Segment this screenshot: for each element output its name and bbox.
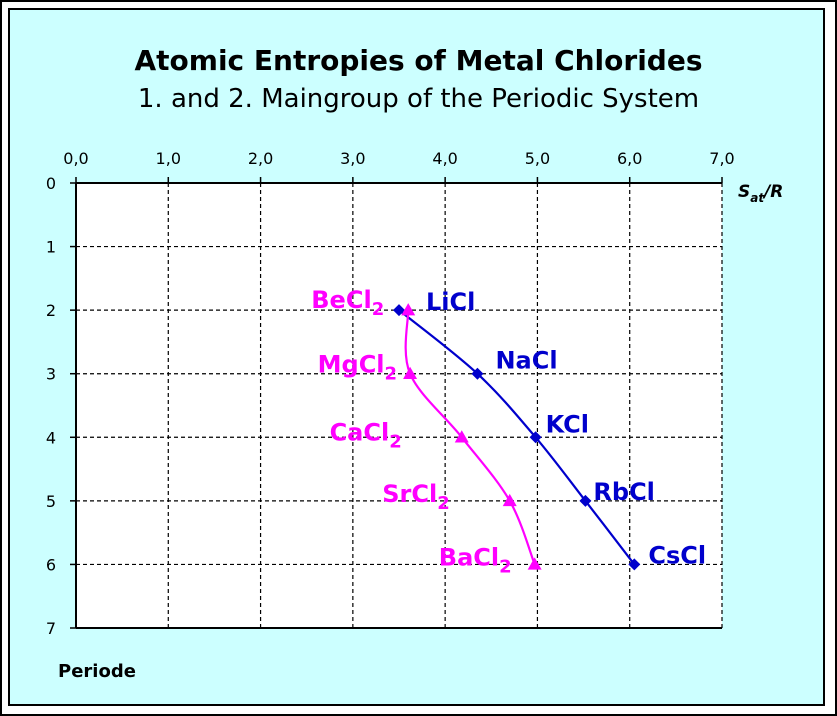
axes [70, 177, 723, 629]
y-tick-label: 0 [46, 174, 56, 193]
series-2-marker [502, 493, 517, 507]
x-axis-label-sub: at [750, 191, 765, 205]
x-tick-label: 7,0 [709, 149, 734, 168]
point-label-licl: LiCl [426, 288, 475, 316]
series-2-marker [403, 366, 418, 379]
series-2-marker [401, 303, 416, 316]
x-tick-label: 2,0 [248, 149, 273, 168]
point-label-kcl: KCl [546, 410, 589, 438]
plot-area [76, 183, 722, 628]
point-label-becl: BeCl2 [311, 286, 384, 320]
point-label-srcl: SrCl2 [382, 480, 450, 514]
point-label-cscl: CsCl [648, 541, 706, 569]
x-axis-label: Sat/R [738, 182, 783, 205]
grid-lines [76, 183, 723, 628]
x-tick-label: 5,0 [525, 149, 550, 168]
point-label-rbcl: RbCl [593, 478, 655, 506]
x-axis-label-main: S [738, 182, 750, 202]
series-1-marker [628, 558, 641, 571]
series-2-marker [454, 430, 469, 443]
point-label-nacl: NaCl [495, 347, 557, 375]
y-tick-label: 1 [46, 238, 56, 257]
point-label-mgcl: MgCl2 [318, 351, 397, 385]
chart-title: Atomic Entropies of Metal Chlorides [134, 44, 703, 77]
point-label-bacl: BaCl2 [439, 543, 512, 577]
series-2-marker [527, 557, 542, 570]
point-labels: LiCl NaCl KCl RbCl CsCl BeCl2 MgCl2 CaCl2 SrCl2 B… [311, 286, 706, 577]
series-group [393, 303, 641, 571]
y-tick-label: 6 [46, 555, 56, 574]
series-1-marker [393, 304, 405, 317]
x-tick-label: 1,0 [156, 149, 181, 168]
x-tick-label: 0,0 [63, 149, 88, 168]
y-tick-label: 5 [46, 492, 56, 511]
tick-labels: 0,0 1,0 2,0 3,0 4,0 5,0 6,0 7,0 0 1 2 3 4 5 6 7 [46, 149, 735, 638]
point-label-cacl: CaCl2 [330, 418, 402, 452]
x-tick-label: 4,0 [432, 149, 457, 168]
y-tick-label: 4 [46, 428, 56, 447]
series-1-marker [529, 431, 542, 444]
x-tick-label: 6,0 [617, 149, 642, 168]
series-1-marker [579, 494, 592, 507]
series-1-marker [471, 367, 484, 380]
y-tick-label: 3 [46, 365, 56, 384]
y-axis-label: Periode [58, 661, 136, 682]
x-axis-label-suffix: /R [762, 182, 783, 202]
x-tick-label: 3,0 [340, 149, 365, 168]
y-tick-label: 2 [46, 301, 56, 320]
chart-subtitle: 1. and 2. Maingroup of the Periodic Syst… [137, 84, 700, 114]
y-tick-label: 7 [46, 619, 56, 638]
